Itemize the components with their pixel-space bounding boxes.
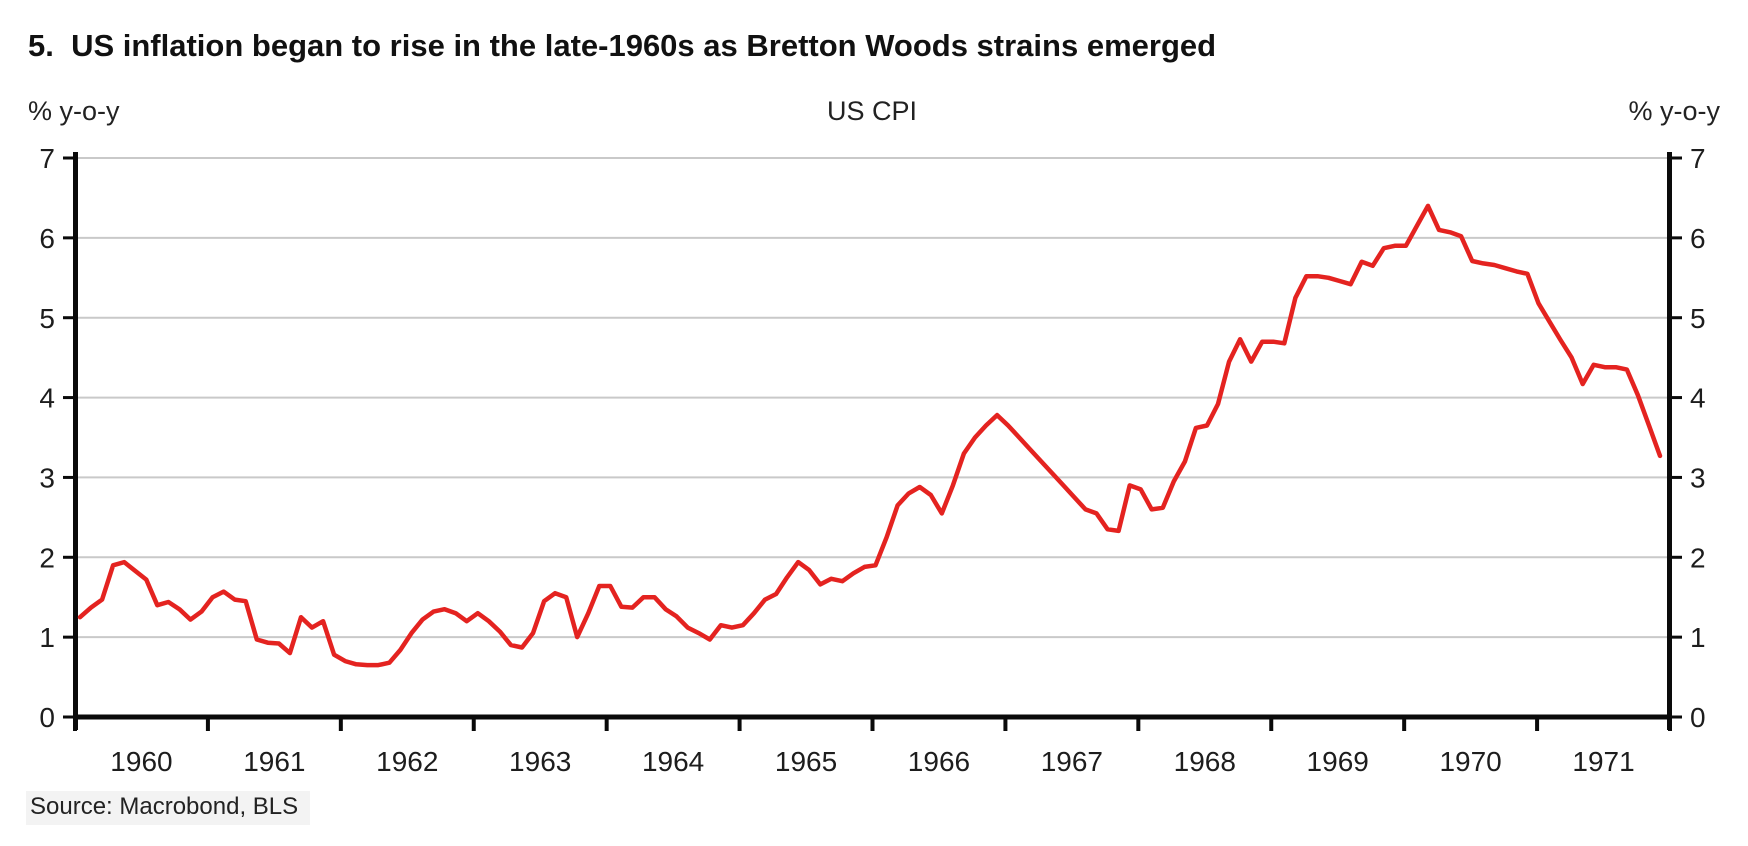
y-tick-label-right: 2 bbox=[1690, 542, 1706, 573]
y-axis-unit-right: % y-o-y bbox=[1628, 96, 1720, 126]
x-tick-label: 1965 bbox=[775, 746, 837, 777]
y-tick-label-left: 3 bbox=[39, 463, 55, 494]
y-tick-label-right: 5 bbox=[1690, 303, 1706, 334]
x-tick-label: 1961 bbox=[243, 746, 305, 777]
x-tick-label: 1971 bbox=[1572, 746, 1634, 777]
x-tick-label: 1964 bbox=[642, 746, 704, 777]
y-tick-label-left: 0 bbox=[39, 702, 55, 733]
page-title: 5. US inflation began to rise in the lat… bbox=[28, 28, 1217, 63]
y-tick-label-left: 7 bbox=[39, 143, 55, 174]
x-tick-label: 1966 bbox=[908, 746, 970, 777]
x-tick-label: 1970 bbox=[1439, 746, 1501, 777]
chart-title: US CPI bbox=[826, 96, 918, 126]
x-tick-label: 1967 bbox=[1041, 746, 1103, 777]
y-tick-label-right: 3 bbox=[1690, 463, 1706, 494]
y-tick-label-left: 4 bbox=[39, 383, 55, 414]
cpi-series-line bbox=[77, 203, 1663, 668]
x-tick-label: 1969 bbox=[1307, 746, 1369, 777]
y-tick-label-left: 2 bbox=[39, 542, 55, 573]
y-tick-label-left: 6 bbox=[39, 223, 55, 254]
y-tick-label-right: 0 bbox=[1690, 702, 1706, 733]
source-note: Source: Macrobond, BLS bbox=[26, 791, 311, 825]
y-tick-label-right: 7 bbox=[1690, 143, 1706, 174]
x-tick-label: 1968 bbox=[1174, 746, 1236, 777]
x-tick-label: 1960 bbox=[110, 746, 172, 777]
y-tick-label-right: 6 bbox=[1690, 223, 1706, 254]
x-tick-label: 1963 bbox=[509, 746, 571, 777]
y-tick-label-left: 1 bbox=[39, 622, 55, 653]
y-axis-unit-left: % y-o-y bbox=[28, 96, 120, 126]
y-tick-label-right: 4 bbox=[1690, 383, 1706, 414]
y-tick-label-right: 1 bbox=[1690, 622, 1706, 653]
y-tick-label-left: 5 bbox=[39, 303, 55, 334]
x-tick-label: 1962 bbox=[376, 746, 438, 777]
